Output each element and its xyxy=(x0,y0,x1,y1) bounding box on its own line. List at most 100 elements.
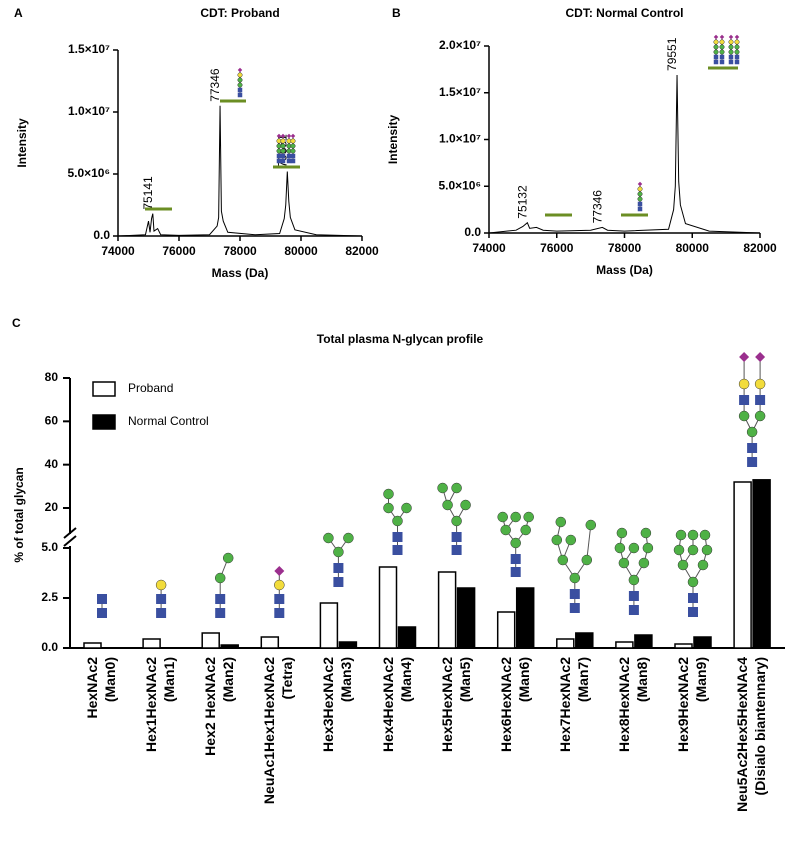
chart-title: CDT: Proband xyxy=(200,6,279,20)
bar xyxy=(693,636,712,649)
x-tick-label: 74000 xyxy=(101,244,135,258)
x-tick-label: 80000 xyxy=(676,241,710,255)
x-tick-label: 82000 xyxy=(345,244,379,258)
glycan-hexnac xyxy=(739,395,750,405)
glycan-hex xyxy=(734,39,740,45)
glycan-link xyxy=(586,524,592,561)
glycan-hexnac xyxy=(156,608,167,618)
glycan-hexnac xyxy=(333,577,344,587)
glycan-hexnac xyxy=(215,594,226,604)
glycan-neuac xyxy=(280,133,286,139)
spectrum-line xyxy=(488,74,761,234)
glycan-neuac xyxy=(286,133,292,139)
glycan-hexnac xyxy=(569,589,580,599)
glycan-hexnac xyxy=(333,563,344,573)
glycan-hexnac xyxy=(156,594,167,604)
glycan-hexnac xyxy=(728,59,734,65)
glycan-hex xyxy=(451,482,462,494)
glycan-hexnac xyxy=(451,545,462,555)
glycan-hex xyxy=(523,511,534,523)
axis-break xyxy=(63,535,77,547)
glycan-hex xyxy=(343,532,354,544)
x-tick-label: 76000 xyxy=(540,241,574,255)
glycan-hex xyxy=(738,378,750,390)
x-tick-label: 80000 xyxy=(284,244,318,258)
glycan-hex xyxy=(392,515,403,527)
glycan-hexnac xyxy=(719,54,725,60)
glycan-hex xyxy=(697,559,709,571)
glycan-hex xyxy=(719,49,725,55)
glycan-hexnac xyxy=(286,153,292,159)
glycan-hex xyxy=(155,579,167,591)
glycan-hexnac xyxy=(688,593,698,603)
y-tick-label: 5.0 xyxy=(41,540,58,554)
glycan-neuac xyxy=(290,133,296,139)
bar xyxy=(319,602,339,649)
glycan-hex xyxy=(687,544,699,556)
glycan-hexnac xyxy=(97,594,107,604)
glycan-hexnac xyxy=(276,153,282,159)
glycan-hex xyxy=(581,554,593,566)
peak-label: 77346 xyxy=(208,68,222,102)
x-tick-label: Hex4HexNAc2 (Man4) xyxy=(379,657,414,752)
glycan-hexnac xyxy=(628,591,639,601)
x-tick-label: Hex3HexNAc2 (Man3) xyxy=(320,657,355,752)
glycan-hex xyxy=(280,143,286,149)
glycan-neuac xyxy=(637,181,643,187)
glycan-hex xyxy=(280,148,286,154)
glycan-hex xyxy=(520,524,531,536)
glycan-hexnac xyxy=(637,201,643,207)
glycan-hex xyxy=(677,559,689,571)
glycan-hex xyxy=(437,482,448,494)
bar xyxy=(378,566,398,649)
glycan-hex xyxy=(734,49,740,55)
y-tick-label: 60 xyxy=(45,414,59,428)
glycan-neuac xyxy=(237,67,243,73)
bar xyxy=(752,479,771,649)
glycan-hexnac xyxy=(510,554,521,564)
glycan-hex xyxy=(551,534,563,546)
glycan-hex xyxy=(687,529,699,541)
glycan-hex xyxy=(510,511,521,523)
glycan-hex xyxy=(637,196,643,202)
glycan-hex xyxy=(754,378,766,390)
glycan-hex xyxy=(290,143,296,149)
glycan-hex xyxy=(754,410,766,422)
glycan-hex xyxy=(618,557,630,569)
y-tick-label: 2.5 xyxy=(41,590,58,604)
peak-label: 77346 xyxy=(591,190,605,224)
y-axis-label: % of total glycan xyxy=(12,467,26,562)
peak-label: 75141 xyxy=(141,176,155,210)
bar xyxy=(575,632,594,649)
glycan-neuac xyxy=(734,34,740,40)
bar xyxy=(201,632,220,649)
glycan-hexnac xyxy=(290,153,296,159)
spectrum-line xyxy=(117,105,363,237)
x-tick-label: Hex8HexNAc2 (Man8) xyxy=(615,657,650,752)
glycan-neuac xyxy=(274,566,285,576)
bar xyxy=(437,571,457,649)
glycan-hexnac xyxy=(237,87,243,93)
glycan-hex xyxy=(333,546,344,558)
y-axis-label: Intensity xyxy=(386,115,400,165)
glycan-hex xyxy=(555,516,567,528)
bar xyxy=(397,626,417,649)
y-tick-label: 20 xyxy=(45,500,59,514)
bar xyxy=(260,636,280,649)
x-tick-label: 78000 xyxy=(608,241,642,255)
glycan-hex xyxy=(637,186,643,192)
glycan-hexnac xyxy=(747,457,758,467)
y-tick-label: 0.0 xyxy=(464,225,481,239)
glycan-hex xyxy=(734,44,740,50)
glycan-hex xyxy=(616,527,628,539)
glycan-hexnac xyxy=(97,608,107,618)
x-tick-label: Hex7HexNAc2 (Man7) xyxy=(556,657,591,752)
x-tick-label: Hex5HexNAc2 (Man5) xyxy=(438,657,473,752)
glycan-hex xyxy=(728,39,734,45)
bar xyxy=(733,481,752,649)
glycan-hex xyxy=(323,532,334,544)
glycan-hexnac xyxy=(392,545,403,555)
y-tick-label: 0.0 xyxy=(41,640,58,654)
